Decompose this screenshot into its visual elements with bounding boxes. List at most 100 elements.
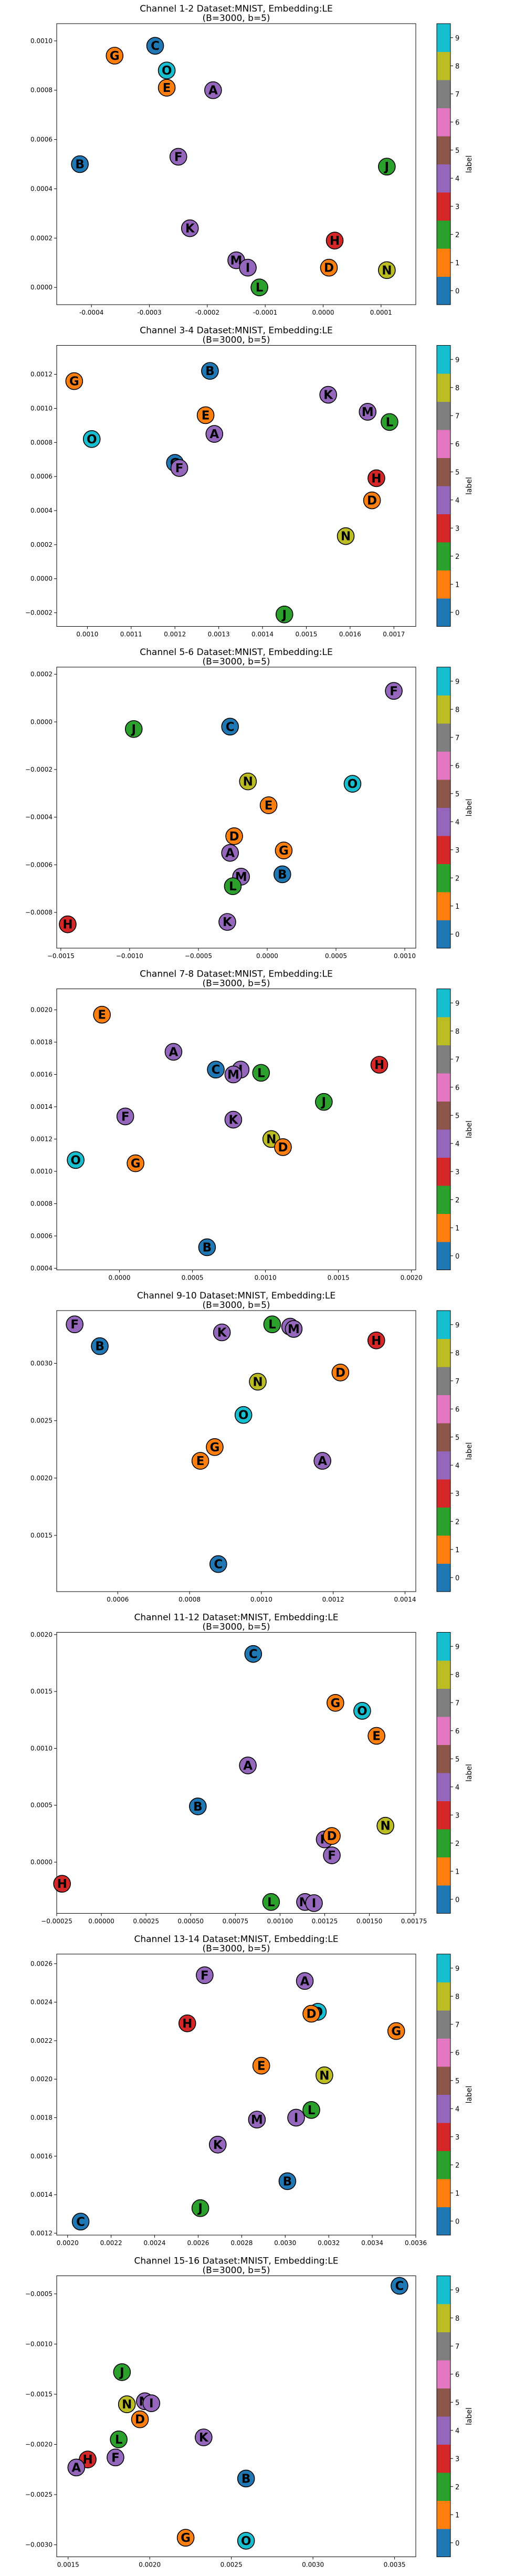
scatter-point [113,2363,131,2381]
y-tick-label: 0.0000 [30,718,52,725]
colorbar-segment [437,836,450,864]
x-tick-label: 0.0032 [318,2239,340,2247]
x-tick-label: 0.0015 [57,2561,79,2569]
point-label: I [294,2111,299,2125]
x-tick-label: 0.0012 [164,631,186,638]
colorbar-tick-label: 9 [455,35,459,43]
y-tick-label: −0.0020 [25,2441,52,2448]
colorbar-tick-label: 3 [455,2455,459,2463]
scatter-point [204,81,222,99]
colorbar-segment [437,1660,450,1689]
x-tick-label: -0.0004 [79,309,103,316]
point-label: A [209,428,219,441]
colorbar-tick-label: 8 [455,1671,459,1679]
scatter-point [252,1064,270,1082]
colorbar-segment [437,1717,450,1745]
colorbar-segment [437,164,450,193]
colorbar-tick-label: 7 [455,1699,459,1707]
scatter-point [196,406,215,424]
point-label: K [185,222,195,236]
chart-panel-8: Channel 15-16 Dataset:MNIST, Embedding:L… [25,2256,474,2569]
colorbar-segment [437,1423,450,1451]
colorbar-frame [436,1310,451,1592]
point-label: A [243,1759,253,1773]
point-label: A [169,1045,178,1059]
colorbar-segment [437,2010,450,2039]
colorbar-tick-label: 2 [455,2484,459,2491]
scatter-point [323,1846,341,1864]
chart-subtitle: (B=3000, b=5) [202,13,270,24]
scatter-point [343,775,362,793]
scatter-point [205,425,224,443]
x-tick-label: 0.00125 [312,1918,338,1925]
point-label: O [348,777,358,791]
point-label: L [229,880,237,894]
point-label: N [266,1133,276,1146]
colorbar-tick-label: 4 [455,497,459,505]
scatter-point [248,2111,266,2128]
scatter-point [169,148,187,166]
point-label: H [371,472,381,485]
plot-area [56,1954,416,2236]
y-tick-label: 0.0002 [30,234,52,242]
scatter-point [287,2108,305,2127]
colorbar-tick-label: 6 [455,762,459,770]
x-tick-label: 0.0005 [325,952,347,960]
y-tick-label: 0.0020 [30,1631,52,1638]
point-label: D [335,1366,345,1380]
scatter-point [181,219,199,237]
colorbar-tick-label: 9 [455,356,459,364]
colorbar-segment [437,1338,450,1367]
colorbar-frame [436,1954,451,2236]
colorbar-tick-label: 5 [455,1112,459,1120]
point-label: I [149,2397,154,2411]
scatter-point [278,2172,297,2190]
colorbar-segment [437,1773,450,1801]
colorbar-segment [437,1744,450,1773]
chart-panel-2: Channel 3-4 Dataset:MNIST, Embedding:LE(… [25,326,474,638]
scatter-point [263,1315,281,1334]
scatter-point [65,372,83,390]
colorbar-tick-label: 7 [455,412,459,420]
chart-panel-5: Channel 9-10 Dataset:MNIST, Embedding:LE… [30,1291,474,1603]
scatter-point [191,1452,209,1470]
y-tick-label: 0.0012 [30,371,52,378]
x-tick-label: −0.0010 [116,952,143,960]
colorbar-tick-label: 5 [455,1756,459,1763]
colorbar-tick-label: 8 [455,63,459,70]
point-label: N [243,775,253,789]
scatter-point [164,1043,183,1061]
point-label: O [238,1409,249,1422]
point-label: L [308,2104,316,2117]
colorbar: 0 1 2 3 4 5 6 7 8 9 label [436,1310,474,1592]
point-label: H [82,2453,92,2467]
point-label: G [330,1697,340,1710]
y-tick-label: 0.0000 [30,575,52,583]
point-label: L [267,1896,275,1909]
point-label: F [174,150,183,164]
point-label: E [372,1730,381,1743]
colorbar-segment [437,2332,450,2361]
colorbar-tick-label: 3 [455,203,459,211]
colorbar-tick-label: 5 [455,147,459,155]
point-label: D [229,830,239,844]
point-label: M [227,1068,239,1082]
scatter-point [170,459,188,477]
point-label: M [288,1323,300,1336]
scatter-point [313,1452,331,1470]
scatter-point [158,61,176,79]
colorbar-segment [437,51,450,80]
chart-panel-1: Channel 1-2 Dataset:MNIST, Embedding:LE(… [30,4,474,316]
colorbar-tick-label: 0 [455,609,459,617]
colorbar: 0 1 2 3 4 5 6 7 8 9 label [436,667,474,949]
scatter-point [201,362,219,380]
chart-title: Channel 3-4 Dataset:MNIST, Embedding:LE [140,326,332,336]
point-label: M [251,2113,263,2127]
plot-area [56,1632,416,1914]
scatter-point [206,1438,224,1456]
x-tick-label: 0.0024 [144,2239,166,2247]
colorbar-tick-label: 7 [455,2021,459,2029]
point-label: A [71,2461,81,2475]
colorbar-label: label [465,155,474,173]
colorbar-segment [437,1395,450,1424]
